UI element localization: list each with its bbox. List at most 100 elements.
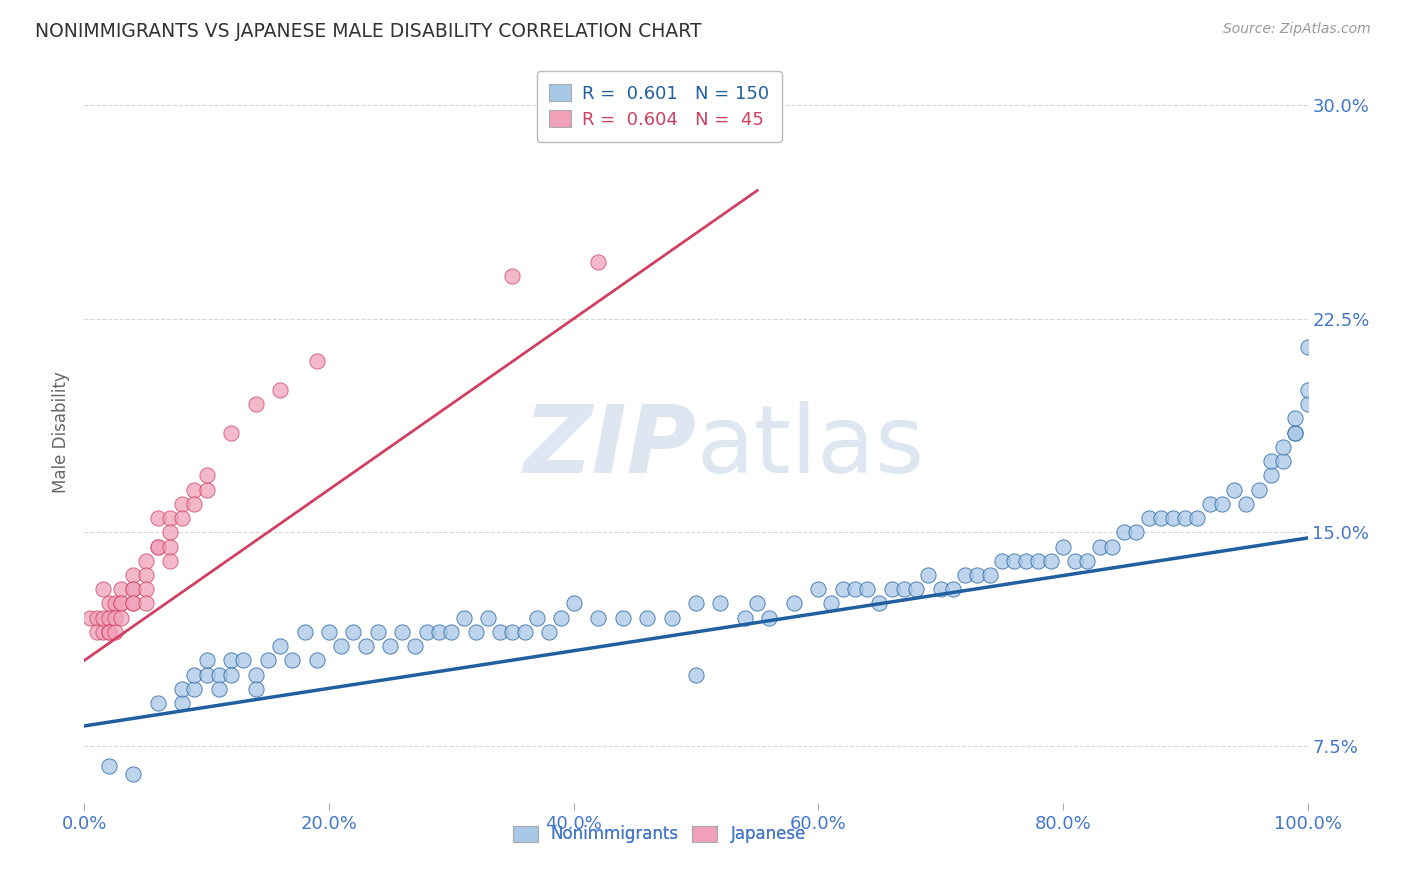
Point bbox=[86, 624, 108, 639]
Point bbox=[232, 653, 254, 667]
Point bbox=[172, 696, 194, 710]
Point bbox=[391, 624, 413, 639]
Point bbox=[219, 425, 242, 440]
Point bbox=[1150, 511, 1173, 525]
Point bbox=[1198, 497, 1220, 511]
Point bbox=[1272, 440, 1295, 454]
Point bbox=[905, 582, 928, 597]
Point bbox=[869, 597, 891, 611]
Point bbox=[305, 354, 328, 368]
Point bbox=[966, 568, 988, 582]
Point bbox=[502, 624, 524, 639]
Point bbox=[1260, 454, 1282, 468]
Point bbox=[354, 639, 377, 653]
Point bbox=[942, 582, 965, 597]
Point bbox=[146, 696, 169, 710]
Legend: Nonimmigrants, Japanese: Nonimmigrants, Japanese bbox=[506, 819, 813, 850]
Point bbox=[104, 624, 127, 639]
Point bbox=[502, 268, 524, 283]
Point bbox=[1039, 554, 1062, 568]
Point bbox=[1028, 554, 1050, 568]
Point bbox=[122, 582, 145, 597]
Point bbox=[820, 597, 842, 611]
Point bbox=[183, 681, 205, 696]
Point bbox=[685, 597, 707, 611]
Point bbox=[257, 653, 280, 667]
Point bbox=[953, 568, 976, 582]
Point bbox=[1101, 540, 1123, 554]
Point bbox=[526, 610, 548, 624]
Point bbox=[844, 582, 866, 597]
Point bbox=[146, 540, 169, 554]
Point bbox=[208, 681, 231, 696]
Point bbox=[562, 597, 585, 611]
Point bbox=[122, 767, 145, 781]
Point bbox=[208, 667, 231, 681]
Point bbox=[1125, 525, 1147, 540]
Point bbox=[269, 383, 291, 397]
Point bbox=[416, 624, 439, 639]
Point bbox=[367, 624, 389, 639]
Point bbox=[104, 597, 127, 611]
Point bbox=[1174, 511, 1197, 525]
Point bbox=[440, 624, 463, 639]
Point bbox=[747, 597, 769, 611]
Point bbox=[110, 610, 132, 624]
Point bbox=[122, 582, 145, 597]
Point bbox=[1272, 454, 1295, 468]
Point bbox=[183, 483, 205, 497]
Point bbox=[195, 653, 218, 667]
Point bbox=[91, 624, 114, 639]
Point bbox=[122, 597, 145, 611]
Point bbox=[294, 624, 316, 639]
Point bbox=[1296, 383, 1319, 397]
Point bbox=[929, 582, 952, 597]
Point bbox=[122, 568, 145, 582]
Point bbox=[636, 610, 658, 624]
Point bbox=[1284, 411, 1306, 425]
Point bbox=[453, 610, 475, 624]
Point bbox=[135, 568, 157, 582]
Point bbox=[1211, 497, 1233, 511]
Point bbox=[380, 639, 402, 653]
Point bbox=[807, 582, 830, 597]
Point bbox=[464, 624, 486, 639]
Y-axis label: Male Disability: Male Disability bbox=[52, 372, 70, 493]
Point bbox=[219, 667, 242, 681]
Point bbox=[831, 582, 853, 597]
Point bbox=[856, 582, 879, 597]
Point bbox=[97, 624, 120, 639]
Point bbox=[1076, 554, 1098, 568]
Point bbox=[1114, 525, 1136, 540]
Point bbox=[219, 653, 242, 667]
Point bbox=[195, 667, 218, 681]
Point bbox=[893, 582, 915, 597]
Point bbox=[86, 610, 108, 624]
Point bbox=[195, 468, 218, 483]
Point bbox=[172, 511, 194, 525]
Point bbox=[991, 554, 1014, 568]
Point bbox=[135, 597, 157, 611]
Point bbox=[1015, 554, 1038, 568]
Point bbox=[110, 597, 132, 611]
Point bbox=[183, 497, 205, 511]
Point bbox=[477, 610, 499, 624]
Point bbox=[159, 554, 181, 568]
Point bbox=[159, 540, 181, 554]
Point bbox=[661, 610, 683, 624]
Point bbox=[1236, 497, 1258, 511]
Text: Source: ZipAtlas.com: Source: ZipAtlas.com bbox=[1223, 22, 1371, 37]
Point bbox=[172, 681, 194, 696]
Point bbox=[685, 667, 707, 681]
Point bbox=[979, 568, 1001, 582]
Point bbox=[269, 639, 291, 653]
Point bbox=[489, 624, 512, 639]
Point bbox=[1002, 554, 1025, 568]
Point bbox=[122, 597, 145, 611]
Point bbox=[159, 511, 181, 525]
Point bbox=[91, 582, 114, 597]
Point bbox=[404, 639, 426, 653]
Text: NONIMMIGRANTS VS JAPANESE MALE DISABILITY CORRELATION CHART: NONIMMIGRANTS VS JAPANESE MALE DISABILIT… bbox=[35, 22, 702, 41]
Point bbox=[758, 610, 780, 624]
Point bbox=[91, 610, 114, 624]
